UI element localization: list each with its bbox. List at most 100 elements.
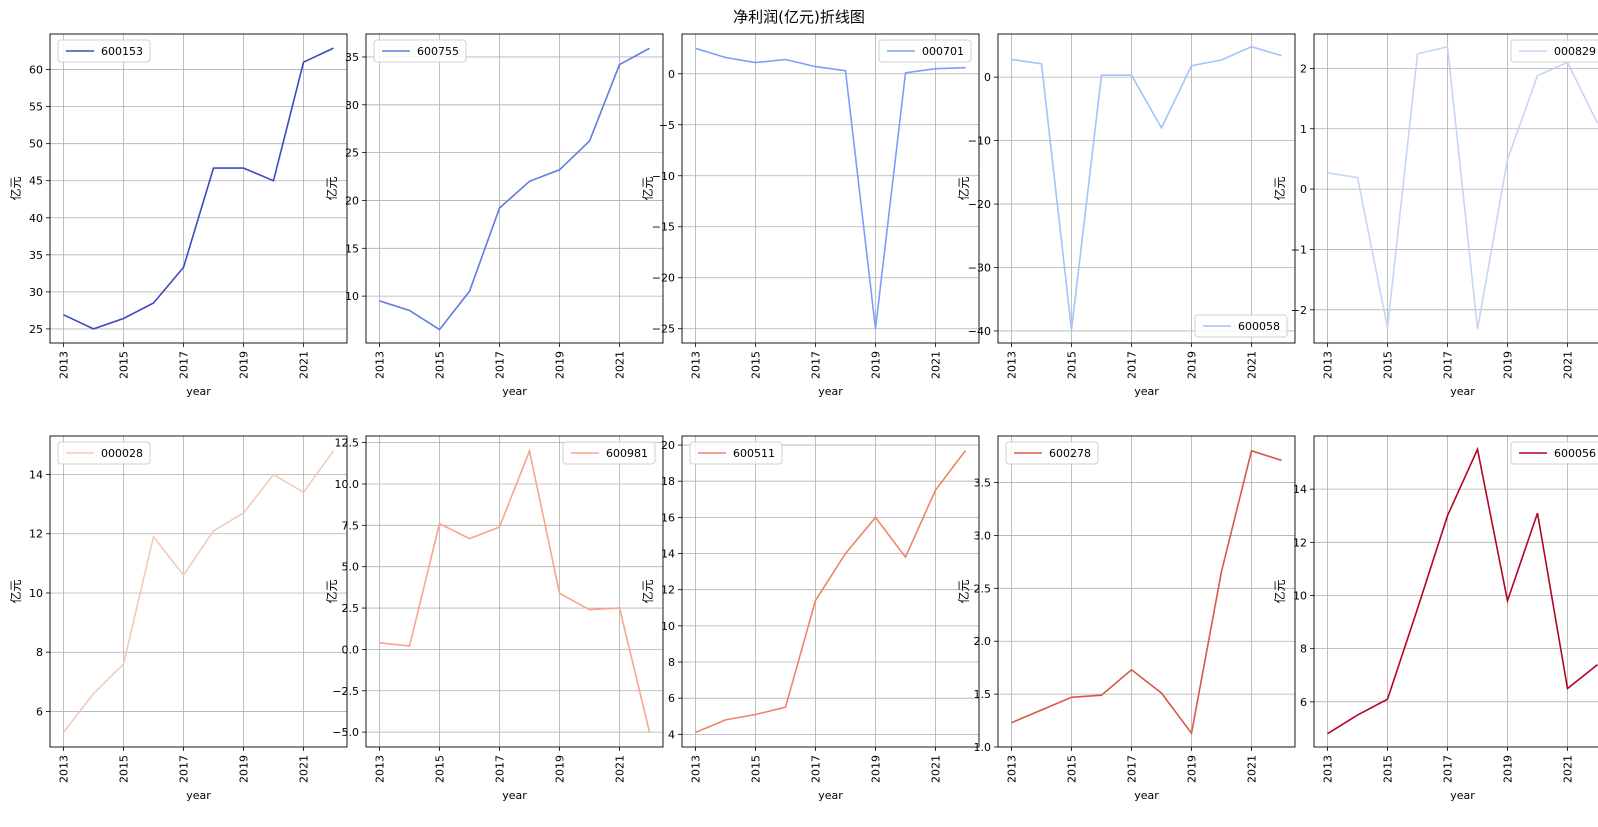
y-tick-label: 12.5 xyxy=(335,437,360,450)
legend-box xyxy=(878,39,972,63)
x-axis-label: year xyxy=(502,385,527,398)
x-tick-label: 2019 xyxy=(1186,351,1199,379)
x-tick-label: 2015 xyxy=(434,755,447,783)
figure-title: 净利润(亿元)折线图 xyxy=(733,8,865,26)
x-tick-label: 2019 xyxy=(238,755,251,783)
legend-label: 000701 xyxy=(922,45,964,58)
series-line-600755 xyxy=(379,47,650,331)
y-tick-label: −5.0 xyxy=(332,726,359,739)
y-tick-label: 0 xyxy=(984,71,991,84)
legend-box xyxy=(57,441,151,465)
x-tick-label: 2017 xyxy=(494,755,507,783)
y-tick-label: −10 xyxy=(968,135,991,148)
y-tick-label: 40 xyxy=(29,212,43,225)
y-tick-label: 2.5 xyxy=(342,602,360,615)
x-tick-label: 2021 xyxy=(298,351,311,379)
subplot-3: 2013 2015 2017 2019 2021 −25 −20 −15 −10 −5 0 year 亿… xyxy=(640,33,980,398)
y-tick-label: −20 xyxy=(652,272,675,285)
y-tick-label: 25 xyxy=(345,147,359,160)
x-tick-label: 2021 xyxy=(930,351,943,379)
y-tick-label: 2.0 xyxy=(974,635,992,648)
y-tick-label: 18 xyxy=(661,475,675,488)
x-tick-label: 2017 xyxy=(1126,755,1139,783)
y-tick-label: 20 xyxy=(661,439,675,452)
legend-box xyxy=(57,39,151,63)
axes-frame xyxy=(1313,33,1598,344)
x-tick-label: 2015 xyxy=(434,351,447,379)
x-tick-label: 2021 xyxy=(930,755,943,783)
x-axis-label: year xyxy=(1450,385,1475,398)
subplot-9: 2013 2015 2017 2019 2021 1.0 1.5 2.0 2.5 3.0 3.5 ye… xyxy=(956,435,1296,802)
subplot-6: 2013 2015 2017 2019 2021 6 8 10 12 14 year 亿元 000028 xyxy=(8,435,348,802)
legend-box xyxy=(1510,39,1598,63)
y-tick-label: 0 xyxy=(668,68,675,81)
legend-label: 600056 xyxy=(1554,447,1596,460)
y-tick-label: 1.0 xyxy=(974,741,992,754)
y-tick-label: 6 xyxy=(1300,696,1307,709)
legend-box xyxy=(562,441,656,465)
x-tick-label: 2015 xyxy=(1066,755,1079,783)
series-line-000701 xyxy=(695,47,966,329)
y-tick-label: 20 xyxy=(345,194,359,207)
y-tick-label: 14 xyxy=(29,469,43,482)
legend: 600981 xyxy=(562,441,656,465)
y-axis-label: 亿元 xyxy=(956,176,971,200)
y-tick-label: −25 xyxy=(652,323,675,336)
x-tick-label: 2013 xyxy=(690,755,703,783)
x-tick-label: 2013 xyxy=(1322,351,1335,379)
y-tick-label: −5 xyxy=(659,119,675,132)
x-tick-label: 2013 xyxy=(1322,755,1335,783)
x-tick-label: 2021 xyxy=(1562,755,1575,783)
x-tick-label: 2017 xyxy=(1442,755,1455,783)
y-axis-label: 亿元 xyxy=(640,176,655,200)
legend-label: 600511 xyxy=(733,447,775,460)
x-axis-label: year xyxy=(186,789,211,802)
y-axis-label: 亿元 xyxy=(956,579,971,603)
y-tick-label: 2 xyxy=(1300,62,1307,75)
legend-label: 000028 xyxy=(101,447,143,460)
x-tick-label: 2021 xyxy=(1246,351,1259,379)
legend: 600058 xyxy=(1194,314,1288,338)
x-tick-label: 2015 xyxy=(750,755,763,783)
series-line-600056 xyxy=(1327,446,1598,735)
x-tick-label: 2017 xyxy=(810,351,823,379)
legend-box xyxy=(689,441,783,465)
y-tick-label: 16 xyxy=(661,511,675,524)
legend-box xyxy=(1510,441,1598,465)
x-axis-label: year xyxy=(186,385,211,398)
y-axis-label: 亿元 xyxy=(8,579,23,603)
legend-label: 600278 xyxy=(1049,447,1091,460)
y-tick-label: 45 xyxy=(29,175,43,188)
x-tick-label: 2017 xyxy=(494,351,507,379)
y-tick-label: 12 xyxy=(29,528,43,541)
x-tick-label: 2021 xyxy=(1562,351,1575,379)
legend-label: 600058 xyxy=(1238,320,1280,333)
x-tick-label: 2019 xyxy=(238,351,251,379)
y-tick-label: 2.5 xyxy=(974,582,992,595)
x-tick-label: 2019 xyxy=(870,351,883,379)
y-tick-label: 35 xyxy=(345,51,359,64)
x-tick-label: 2013 xyxy=(58,351,71,379)
axes-frame xyxy=(365,33,664,344)
y-tick-label: 4 xyxy=(668,728,675,741)
y-tick-label: 10 xyxy=(661,620,675,633)
x-tick-label: 2017 xyxy=(178,351,191,379)
x-tick-label: 2019 xyxy=(1186,755,1199,783)
axes-frame xyxy=(681,435,980,748)
subplot-10: 2013 2015 2017 2019 2021 6 8 10 12 14 year 亿元 600056 xyxy=(1272,435,1598,802)
subplot-8: 2013 2015 2017 2019 2021 4 6 8 10 12 14 16 18 20 year 亿… xyxy=(640,435,980,802)
y-axis-label: 亿元 xyxy=(1272,579,1287,603)
y-axis-label: 亿元 xyxy=(640,579,655,603)
y-tick-label: −30 xyxy=(968,261,991,274)
y-tick-label: 10 xyxy=(1293,589,1307,602)
y-tick-label: 30 xyxy=(29,286,43,299)
y-tick-label: 12 xyxy=(1293,536,1307,549)
x-axis-label: year xyxy=(1134,385,1159,398)
y-tick-label: 14 xyxy=(661,548,675,561)
y-tick-label: 50 xyxy=(29,138,43,151)
x-axis-label: year xyxy=(818,385,843,398)
y-tick-label: 30 xyxy=(345,99,359,112)
y-tick-label: 12 xyxy=(661,584,675,597)
x-tick-label: 2019 xyxy=(870,755,883,783)
y-tick-label: 0.0 xyxy=(342,643,360,656)
